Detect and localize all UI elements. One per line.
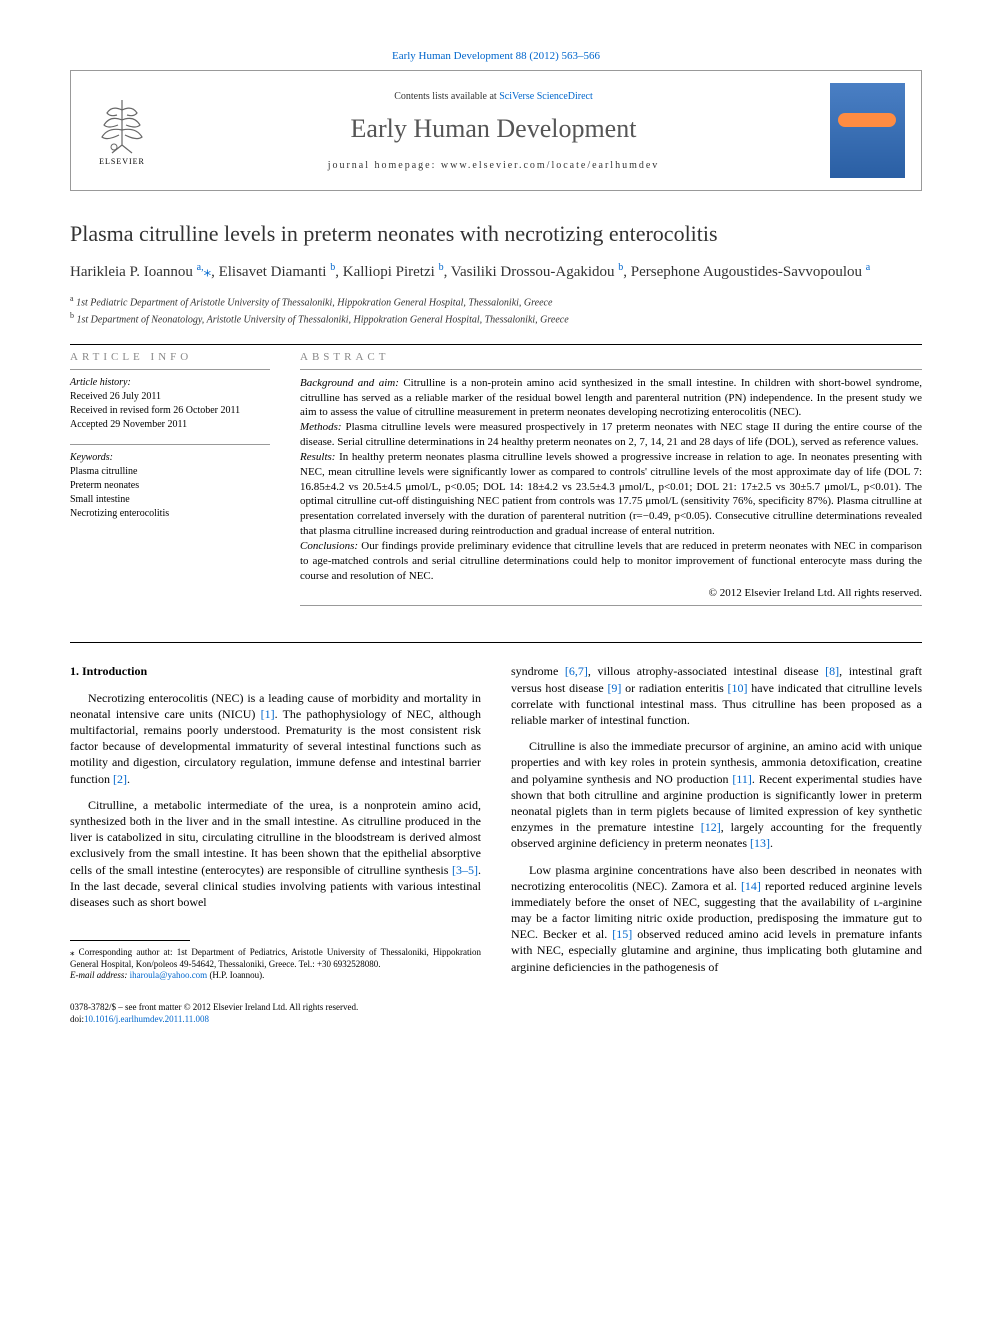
- article-info-heading: ARTICLE INFO: [70, 351, 270, 363]
- journal-cover-badge: [838, 113, 896, 127]
- info-rule-2: [70, 444, 270, 445]
- keyword-3: Necrotizing enterocolitis: [70, 507, 270, 521]
- article-title: Plasma citrulline levels in preterm neon…: [70, 221, 922, 247]
- abstract-rule-bottom: [300, 605, 922, 606]
- affiliation-b: b 1st Department of Neonatology, Aristot…: [70, 310, 922, 327]
- body-two-column: 1. Introduction Necrotizing enterocoliti…: [70, 663, 922, 1025]
- abs-label-3: Conclusions:: [300, 540, 358, 552]
- footer-line1: 0378-3782/$ – see front matter © 2012 El…: [70, 1002, 481, 1014]
- intro-p3: syndrome [6,7], villous atrophy-associat…: [511, 663, 922, 728]
- body-col-left: 1. Introduction Necrotizing enterocoliti…: [70, 663, 481, 1025]
- abstract-text: Background and aim: Citrulline is a non-…: [300, 376, 922, 584]
- header-center: Contents lists available at SciVerse Sci…: [157, 91, 830, 171]
- keyword-2: Small intestine: [70, 493, 270, 507]
- intro-p5: Low plasma arginine concentrations have …: [511, 862, 922, 975]
- footnote-rule: [70, 940, 190, 941]
- footer-doi: doi:10.1016/j.earlhumdev.2011.11.008: [70, 1014, 481, 1026]
- history-revised: Received in revised form 26 October 2011: [70, 404, 270, 418]
- journal-name: Early Human Development: [157, 114, 830, 144]
- corr-text: Corresponding author at: 1st Department …: [70, 947, 481, 969]
- keywords-label: Keywords:: [70, 451, 270, 465]
- abs-text-3: Our findings provide preliminary evidenc…: [300, 540, 922, 582]
- doi-link[interactable]: 10.1016/j.earlhumdev.2011.11.008: [84, 1014, 209, 1024]
- journal-homepage: journal homepage: www.elsevier.com/locat…: [157, 160, 830, 171]
- abstract-heading: ABSTRACT: [300, 351, 922, 363]
- intro-heading: 1. Introduction: [70, 663, 481, 679]
- homepage-url[interactable]: www.elsevier.com/locate/earlhumdev: [441, 160, 659, 171]
- abs-label-1: Methods:: [300, 421, 342, 433]
- history-accepted: Accepted 29 November 2011: [70, 418, 270, 432]
- history-received: Received 26 July 2011: [70, 390, 270, 404]
- email-link[interactable]: iharoula@yahoo.com: [130, 970, 208, 980]
- homepage-prefix: journal homepage:: [328, 160, 441, 171]
- footer-info: 0378-3782/$ – see front matter © 2012 El…: [70, 1002, 481, 1025]
- contents-prefix: Contents lists available at: [394, 91, 499, 102]
- intro-p2: Citrulline, a metabolic intermediate of …: [70, 797, 481, 910]
- abs-label-2: Results:: [300, 451, 335, 463]
- history-label: Article history:: [70, 376, 270, 390]
- abs-text-2: In healthy preterm neonates plasma citru…: [300, 451, 922, 537]
- email-suffix: (H.P. Ioannou).: [207, 970, 264, 980]
- intro-p4: Citrulline is also the immediate precurs…: [511, 738, 922, 851]
- rule-top: [70, 344, 922, 345]
- page-root: Early Human Development 88 (2012) 563–56…: [0, 0, 992, 1066]
- abs-text-1: Plasma citrulline levels were measured p…: [300, 421, 922, 448]
- intro-p1: Necrotizing enterocolitis (NEC) is a lea…: [70, 690, 481, 787]
- elsevier-logo: ELSEVIER: [87, 91, 157, 171]
- keywords-block: Keywords: Plasma citrulline Preterm neon…: [70, 451, 270, 521]
- info-rule-1: [70, 369, 270, 370]
- elsevier-tree-icon: [92, 95, 152, 155]
- corresponding-author-footnote: ⁎ Corresponding author at: 1st Departmen…: [70, 947, 481, 982]
- abstract-col: ABSTRACT Background and aim: Citrulline …: [300, 351, 922, 613]
- sciverse-link[interactable]: SciVerse ScienceDirect: [499, 91, 593, 102]
- abstract-rule-top: [300, 369, 922, 370]
- abs-label-0: Background and aim:: [300, 377, 399, 389]
- contents-available-line: Contents lists available at SciVerse Sci…: [157, 91, 830, 102]
- abstract-copyright: © 2012 Elsevier Ireland Ltd. All rights …: [300, 587, 922, 599]
- keyword-1: Preterm neonates: [70, 479, 270, 493]
- email-label: E-mail address:: [70, 970, 130, 980]
- journal-header-box: ELSEVIER Contents lists available at Sci…: [70, 70, 922, 191]
- body-col-right: syndrome [6,7], villous atrophy-associat…: [511, 663, 922, 1025]
- info-abstract-row: ARTICLE INFO Article history: Received 2…: [70, 351, 922, 613]
- keyword-0: Plasma citrulline: [70, 465, 270, 479]
- affiliations: a 1st Pediatric Department of Aristotle …: [70, 293, 922, 328]
- article-info-col: ARTICLE INFO Article history: Received 2…: [70, 351, 270, 613]
- article-history-block: Article history: Received 26 July 2011 R…: [70, 376, 270, 432]
- rule-mid: [70, 642, 922, 643]
- affiliation-a: a 1st Pediatric Department of Aristotle …: [70, 293, 922, 310]
- authors-list: Harikleia P. Ioannou a,⁎, Elisavet Diama…: [70, 261, 922, 283]
- top-citation-link[interactable]: Early Human Development 88 (2012) 563–56…: [70, 50, 922, 62]
- elsevier-label: ELSEVIER: [99, 157, 145, 166]
- journal-cover-thumbnail: [830, 83, 905, 178]
